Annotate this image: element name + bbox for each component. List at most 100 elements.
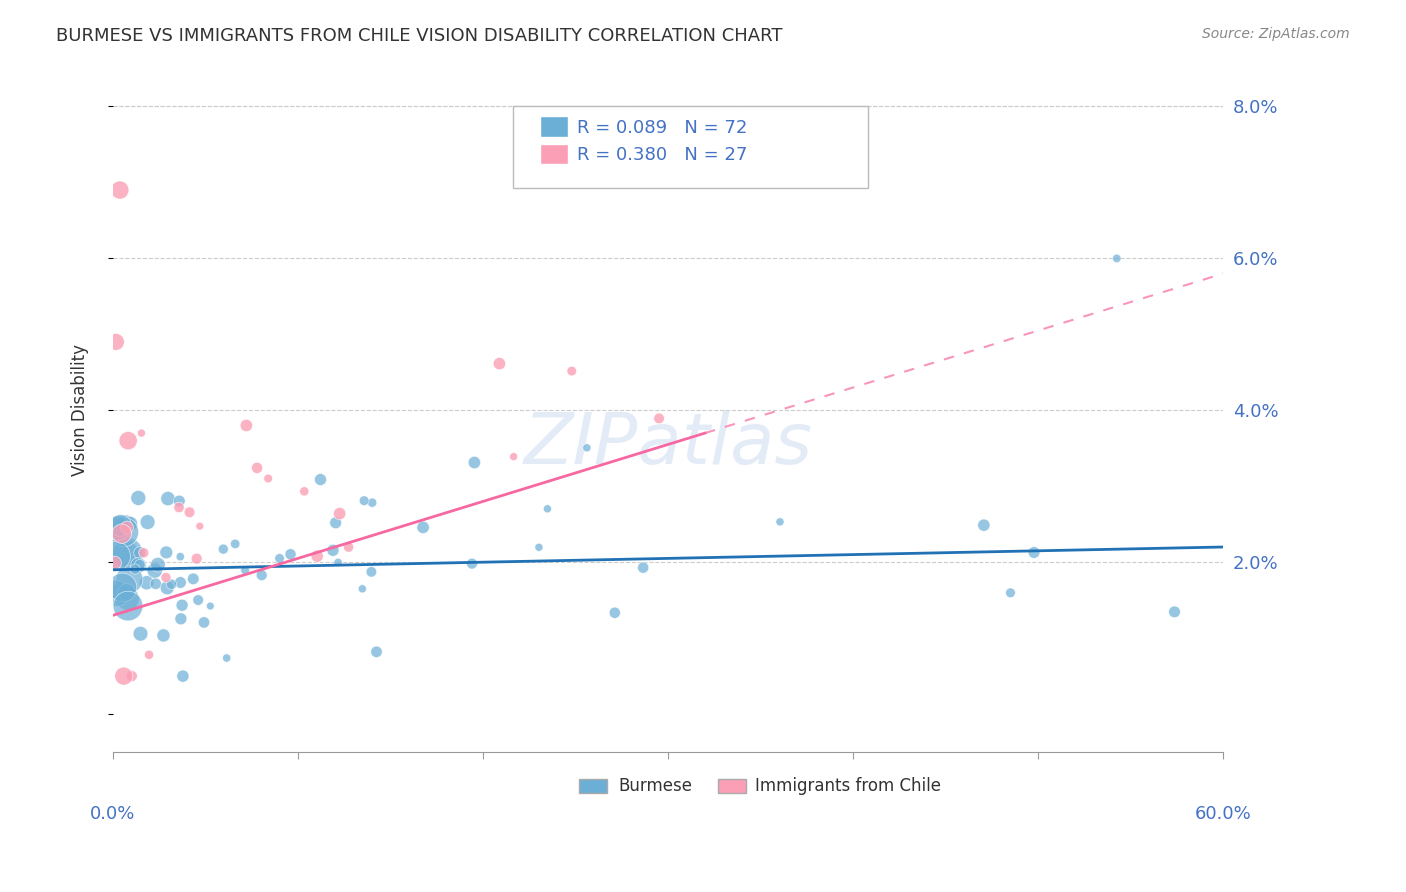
Point (172, 598, 194, 612)
Point (117, 434, 139, 448)
Point (215, 651, 238, 665)
Point (169, 575, 191, 590)
Point (115, 520, 138, 534)
Point (131, 426, 153, 441)
Point (292, 484, 315, 499)
Point (145, 577, 167, 591)
Point (146, 558, 169, 572)
Point (502, 450, 524, 464)
Point (463, 456, 485, 470)
Point (114, 548, 136, 562)
Text: R = 0.089   N = 72: R = 0.089 N = 72 (576, 119, 748, 137)
Point (1000, 586, 1022, 600)
Point (322, 543, 344, 558)
Point (121, 669, 143, 683)
Point (111, 526, 134, 541)
Point (107, 521, 129, 535)
Point (769, 515, 792, 529)
Point (1163, 605, 1185, 619)
Point (224, 537, 246, 551)
Point (280, 547, 302, 561)
Point (361, 496, 384, 510)
Point (117, 546, 139, 560)
Text: 60.0%: 60.0% (1195, 805, 1251, 823)
Point (269, 551, 291, 566)
Point (307, 549, 329, 564)
Text: BURMESE VS IMMIGRANTS FROM CHILE VISION DISABILITY CORRELATION CHART: BURMESE VS IMMIGRANTS FROM CHILE VISION … (56, 27, 783, 45)
Point (188, 519, 211, 533)
Point (246, 461, 269, 475)
FancyBboxPatch shape (513, 106, 868, 188)
Point (233, 563, 256, 577)
Point (138, 648, 160, 662)
Y-axis label: Vision Disability: Vision Disability (72, 344, 89, 476)
Point (193, 615, 215, 630)
Point (118, 573, 141, 587)
Point (104, 334, 127, 349)
Point (575, 441, 598, 455)
Point (112, 525, 135, 540)
Point (160, 577, 183, 591)
Point (111, 581, 134, 595)
Point (181, 572, 204, 586)
Point (309, 473, 332, 487)
Point (461, 557, 484, 571)
Point (186, 551, 208, 566)
Point (179, 505, 201, 519)
Point (561, 364, 583, 378)
Point (412, 520, 434, 534)
Point (536, 501, 558, 516)
Point (631, 560, 654, 574)
Point (973, 518, 995, 533)
Point (167, 500, 190, 515)
Point (1022, 545, 1045, 559)
Point (110, 518, 132, 533)
Point (155, 570, 177, 584)
Point (200, 599, 222, 613)
Point (366, 645, 388, 659)
Point (136, 515, 159, 529)
Point (337, 540, 360, 554)
Point (169, 549, 191, 564)
Point (172, 669, 194, 683)
Point (257, 471, 280, 485)
Point (104, 549, 127, 564)
Point (105, 586, 128, 600)
Point (143, 564, 166, 578)
Point (128, 558, 150, 572)
Point (105, 584, 128, 599)
Point (603, 606, 626, 620)
Bar (579, 780, 607, 793)
Bar (718, 780, 745, 793)
Point (132, 546, 155, 560)
Point (129, 626, 152, 640)
Point (325, 516, 347, 530)
Point (326, 556, 349, 570)
Text: Source: ZipAtlas.com: Source: ZipAtlas.com (1202, 27, 1350, 41)
Point (170, 612, 193, 626)
Point (1105, 252, 1128, 266)
Bar (540, 144, 568, 164)
Point (187, 593, 209, 607)
Point (250, 568, 273, 582)
Point (115, 585, 138, 599)
Point (488, 357, 510, 371)
Point (120, 516, 142, 531)
Point (104, 556, 127, 570)
Point (169, 494, 191, 508)
Point (112, 669, 135, 683)
Bar (540, 116, 568, 136)
Point (135, 575, 157, 590)
Text: Immigrants from Chile: Immigrants from Chile (755, 777, 941, 796)
Text: Burmese: Burmese (619, 777, 692, 796)
Point (152, 628, 174, 642)
Point (360, 565, 382, 579)
Point (117, 591, 139, 606)
Point (352, 582, 374, 596)
Point (212, 542, 235, 557)
Point (353, 493, 375, 508)
Point (128, 546, 150, 560)
Point (124, 562, 146, 576)
Point (527, 541, 550, 555)
Point (117, 599, 139, 613)
